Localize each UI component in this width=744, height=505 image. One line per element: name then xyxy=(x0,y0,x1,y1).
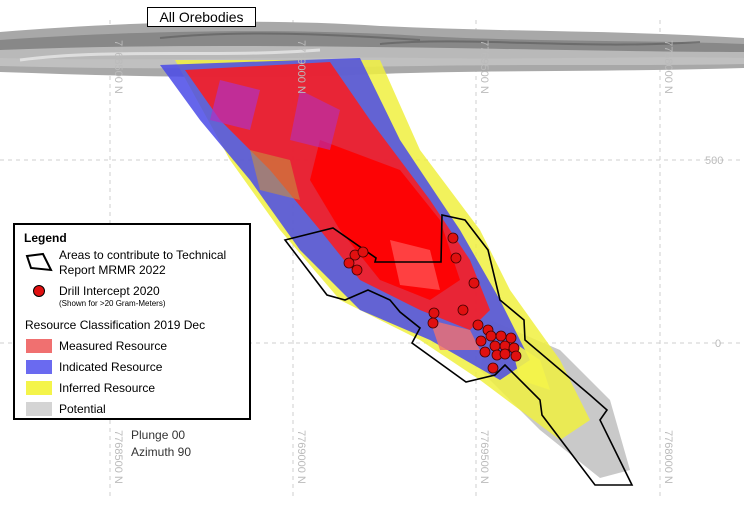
drill-intercept-8 xyxy=(428,307,440,319)
indicated-swatch xyxy=(26,360,52,374)
grid-labels: 7768500 N 7769000 N 7769500 N 7768000 N … xyxy=(112,40,723,484)
grid-label-bottom-2: 7769000 N xyxy=(295,430,307,484)
areas-label-line2: Report MRMR 2022 xyxy=(59,263,166,277)
grid-label-top-1: 7768500 N xyxy=(112,40,124,94)
drill-intercept-14 xyxy=(485,330,497,342)
elevation-label-0: 0 xyxy=(715,338,721,350)
legend: Legend Areas to contribute to Technical … xyxy=(13,223,251,420)
orebody xyxy=(160,58,630,478)
drill-intercept-6 xyxy=(450,252,462,264)
plunge-label: Plunge 00 xyxy=(131,428,186,442)
drill-intercept-24 xyxy=(487,362,499,374)
drill-intercept-23 xyxy=(510,350,522,362)
drill-intercept-3 xyxy=(357,246,369,258)
contribution-areas xyxy=(283,214,634,486)
legend-heading: Legend xyxy=(24,231,67,245)
drill-intercept-9 xyxy=(427,317,439,329)
drill-intercept-1 xyxy=(343,257,355,269)
drill-intercept-13 xyxy=(475,335,487,347)
area-west-outline xyxy=(283,214,634,486)
grid-label-top-3: 7769500 N xyxy=(478,40,490,94)
drill-intercept-17 xyxy=(479,346,491,358)
grid-label-bottom-1: 7768500 N xyxy=(112,430,124,484)
grid-label-top-2: 7769000 N xyxy=(295,40,307,94)
drill-intercept-5 xyxy=(447,232,459,244)
classification-heading: Resource Classification 2019 Dec xyxy=(25,318,206,332)
diagram-title: All Orebodies xyxy=(147,7,256,27)
intercept-note: (Shown for >20 Gram-Meters) xyxy=(59,299,166,308)
drill-intercept-15 xyxy=(495,330,507,342)
drill-intercept-18 xyxy=(489,340,501,352)
elevation-label-500: 500 xyxy=(705,155,723,167)
areas-label-line1: Areas to contribute to Technical xyxy=(59,248,227,262)
potential-label: Potential xyxy=(59,402,106,416)
drill-intercept-7 xyxy=(468,277,480,289)
drill-intercept-11 xyxy=(472,319,484,331)
indicated-label: Indicated Resource xyxy=(59,360,163,374)
intercept-label: Drill Intercept 2020 xyxy=(59,284,160,298)
drill-intercept-10 xyxy=(457,304,469,316)
drill-intercept-16 xyxy=(505,332,517,344)
measured-swatch xyxy=(26,339,52,353)
grid-label-bottom-4: 7768000 N xyxy=(662,430,674,484)
inferred-label: Inferred Resource xyxy=(59,381,156,395)
drill-intercept-4 xyxy=(351,264,363,276)
drill-intercepts xyxy=(343,232,522,374)
measured-label: Measured Resource xyxy=(59,339,168,353)
drill-intercept-22 xyxy=(499,348,511,360)
drill-intercept-icon xyxy=(33,285,45,297)
potential-swatch xyxy=(26,402,52,416)
inferred-swatch xyxy=(26,381,52,395)
grid-label-top-4: 7768000 N xyxy=(662,40,674,94)
grid-label-bottom-3: 7769500 N xyxy=(478,430,490,484)
azimuth-label: Azimuth 90 xyxy=(131,445,192,459)
area-outline-icon xyxy=(25,252,53,272)
